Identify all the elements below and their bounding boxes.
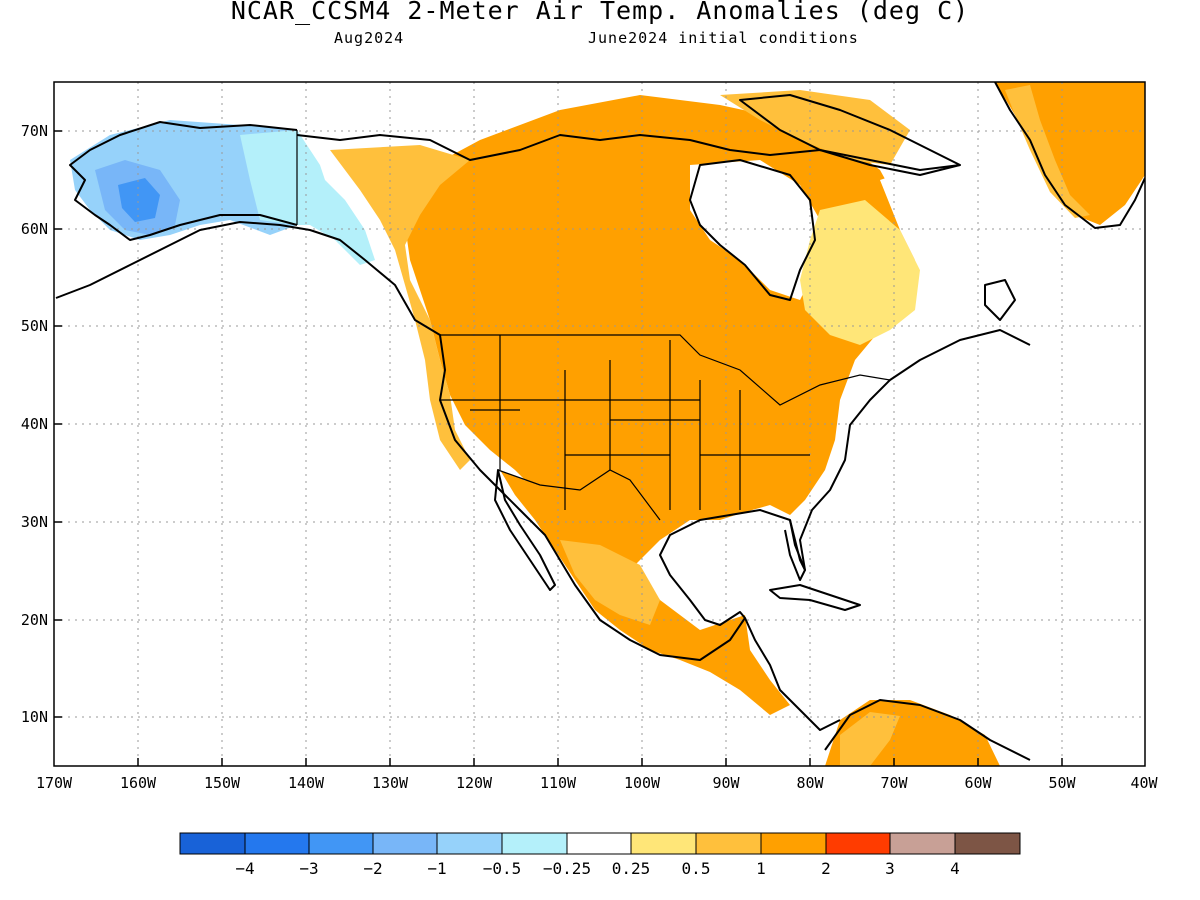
lat-tick-label: 70N — [21, 122, 48, 140]
forecast-month: Aug2024 — [334, 29, 405, 47]
lon-tick-label: 70W — [880, 774, 908, 792]
coastline-baffin — [739, 94, 961, 176]
region-yukon-cool — [240, 130, 375, 265]
colorbar-label: 1 — [756, 859, 766, 878]
colorbar-swatch — [436, 832, 503, 855]
lon-tick-label: 110W — [540, 774, 577, 792]
lon-tick-label: 130W — [372, 774, 409, 792]
border-us-states — [440, 335, 810, 510]
coastline-baja — [494, 469, 556, 591]
lon-tick-label: 90W — [712, 774, 740, 792]
coastline-hudson-bay — [689, 159, 816, 301]
coastline-central-america — [744, 617, 841, 731]
region-south-america-light — [840, 712, 900, 766]
colorbar-swatch — [372, 832, 438, 855]
colorbar-label: −4 — [235, 859, 254, 878]
colorbar: −4 −3 −2 −1 −0.5 −0.25 0.25 0.5 1 2 3 4 — [179, 832, 1021, 878]
colorbar-label: 0.5 — [682, 859, 711, 878]
border-us-mexico — [497, 469, 661, 521]
coastline-greenland — [994, 82, 1145, 229]
coastline-north-america — [55, 221, 1031, 661]
lon-tick-label: 80W — [796, 774, 824, 792]
lat-tick-label: 10N — [21, 708, 48, 726]
region-quebec-light — [800, 200, 920, 345]
initial-conditions-label: June2024 initial conditions — [588, 29, 859, 47]
lon-tick-label: 60W — [964, 774, 992, 792]
coastline-arctic — [296, 134, 961, 171]
colorbar-swatch — [954, 832, 1021, 855]
colorbar-label: −3 — [299, 859, 318, 878]
lat-tick-label: 40N — [21, 415, 48, 433]
colorbar-label: −0.5 — [483, 859, 522, 878]
coastline-newfoundland — [984, 279, 1016, 321]
colorbar-label: −1 — [427, 859, 446, 878]
colorbar-swatch — [308, 832, 374, 855]
lat-tick-labels: 10N 20N 30N 40N 50N 60N 70N — [21, 122, 48, 726]
region-alaska-coldest — [118, 178, 160, 222]
coastline-cuba — [769, 584, 861, 611]
grid-lines — [54, 82, 1145, 766]
lat-tick-label: 50N — [21, 317, 48, 335]
colorbar-label: 3 — [885, 859, 895, 878]
colorbar-swatch — [179, 832, 246, 855]
colorbar-swatch — [630, 832, 697, 855]
political-borders — [296, 130, 891, 521]
region-west-coast-light — [330, 145, 470, 470]
lon-tick-label: 100W — [624, 774, 661, 792]
lat-tick-label: 20N — [21, 611, 48, 629]
lat-tick-label: 60N — [21, 220, 48, 238]
anomaly-fields — [70, 82, 1145, 766]
coastlines — [55, 82, 1145, 761]
lon-tick-label: 150W — [204, 774, 241, 792]
colorbar-swatch — [825, 832, 891, 855]
border-us-canada — [440, 334, 891, 406]
colorbar-swatch — [695, 832, 762, 855]
colorbar-swatch — [760, 832, 827, 855]
coastline-south-america — [824, 699, 1031, 761]
chart-title: NCAR_CCSM4 2-Meter Air Temp. Anomalies (… — [230, 0, 970, 25]
colorbar-label: 2 — [821, 859, 831, 878]
colorbar-label: −2 — [363, 859, 382, 878]
colorbar-label: 4 — [950, 859, 960, 878]
lat-tick-label: 30N — [21, 513, 48, 531]
region-arctic-light — [720, 90, 910, 165]
region-hudson-bay-neutral — [690, 160, 820, 300]
colorbar-label: 0.25 — [612, 859, 651, 878]
lon-tick-label: 40W — [1130, 774, 1158, 792]
colorbar-swatch — [501, 832, 568, 855]
colorbar-swatch — [889, 832, 956, 855]
lon-tick-label: 140W — [288, 774, 325, 792]
lon-tick-labels: 170W 160W 150W 140W 130W 120W 110W 100W … — [36, 774, 1159, 792]
lon-tick-label: 160W — [120, 774, 157, 792]
lon-tick-label: 50W — [1048, 774, 1076, 792]
lon-tick-label: 120W — [456, 774, 493, 792]
region-mexico-light — [560, 540, 660, 625]
colorbar-label: −0.25 — [543, 859, 591, 878]
region-greenland-light — [1005, 85, 1090, 218]
colorbar-swatch — [244, 832, 310, 855]
tick-marks — [54, 130, 1063, 766]
lon-tick-label: 170W — [36, 774, 73, 792]
colorbar-swatch — [566, 832, 632, 855]
coastline-alaska — [69, 121, 298, 241]
coastline-florida — [784, 519, 806, 581]
